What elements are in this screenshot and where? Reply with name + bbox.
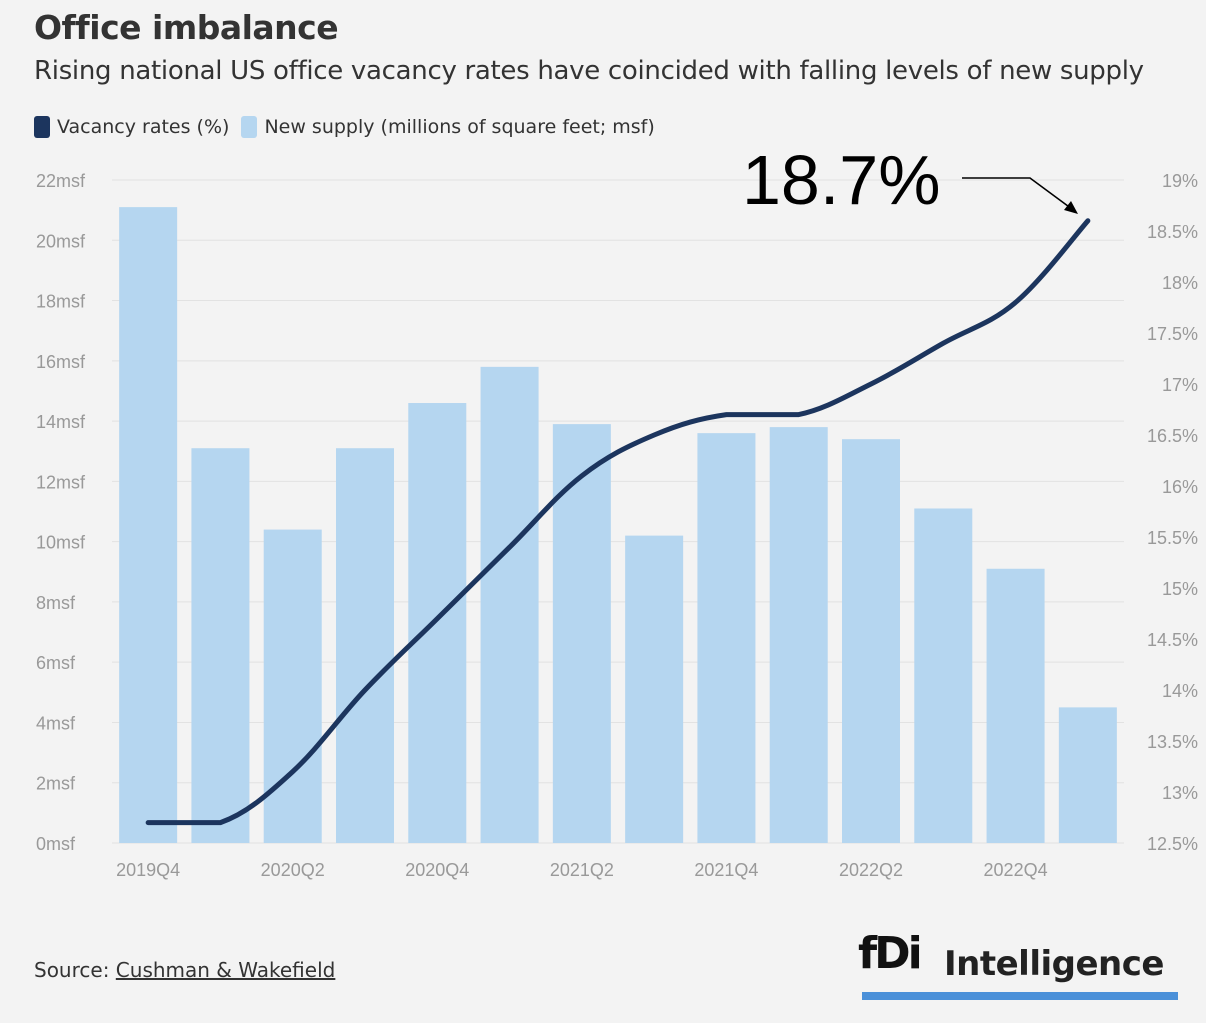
x-tick-label: 2021Q2 bbox=[550, 860, 614, 880]
y-left-tick-label: 12msf bbox=[36, 472, 86, 492]
legend-item-vacancy: Vacancy rates (%) bbox=[34, 116, 229, 138]
supply-bar bbox=[769, 427, 828, 843]
source-prefix: Source: bbox=[34, 958, 116, 982]
y-left-tick-label: 4msf bbox=[36, 713, 76, 733]
supply-bar bbox=[263, 529, 322, 843]
y-left-tick-label: 18msf bbox=[36, 292, 86, 312]
vacancy-line-path bbox=[145, 218, 1091, 826]
annotation-arrow bbox=[962, 177, 1077, 213]
fdi-logo-mark: fDi bbox=[858, 928, 923, 979]
y-right-tick-label: 13.5% bbox=[1147, 732, 1198, 752]
legend-label-supply: New supply (millions of square feet; msf… bbox=[264, 116, 655, 138]
supply-bar bbox=[697, 433, 756, 843]
y-right-tick-label: 17% bbox=[1162, 375, 1198, 395]
brand-name: Intelligence bbox=[944, 944, 1164, 984]
vacancy-line bbox=[145, 218, 1091, 826]
legend-swatch-supply bbox=[241, 116, 258, 138]
source-note: Source: Cushman & Wakefield bbox=[34, 958, 335, 982]
x-tick-label: 2020Q4 bbox=[405, 860, 469, 880]
legend-item-supply: New supply (millions of square feet; msf… bbox=[241, 116, 655, 138]
y-right-tick-label: 16.5% bbox=[1147, 426, 1198, 446]
supply-bar bbox=[914, 508, 973, 843]
x-tick-label: 2020Q2 bbox=[261, 860, 325, 880]
supply-bar bbox=[480, 366, 539, 843]
y-right-tick-label: 14.5% bbox=[1147, 630, 1198, 650]
supply-bars bbox=[119, 207, 1117, 843]
supply-bar bbox=[1058, 707, 1117, 843]
y-left-tick-label: 14msf bbox=[36, 412, 86, 432]
supply-bar bbox=[552, 424, 611, 843]
chart-subtitle: Rising national US office vacancy rates … bbox=[34, 56, 1144, 86]
source-link[interactable]: Cushman & Wakefield bbox=[115, 958, 336, 982]
axis-labels: 0msf 2msf 4msf 6msf 8msf 10msf 12msf 14msf 16msf… bbox=[36, 171, 1198, 880]
x-tick-label: 2019Q4 bbox=[116, 860, 180, 880]
y-right-tick-label: 16% bbox=[1162, 477, 1198, 497]
y-left-tick-label: 2msf bbox=[36, 774, 76, 794]
chart-plot: 0msf 2msf 4msf 6msf 8msf 10msf 12msf 14msf 16msf… bbox=[36, 141, 1198, 880]
supply-bar bbox=[119, 207, 178, 843]
supply-bar bbox=[336, 448, 394, 843]
supply-bar bbox=[408, 403, 467, 843]
x-tick-label: 2022Q2 bbox=[839, 860, 903, 880]
y-left-tick-label: 10msf bbox=[36, 533, 86, 553]
y-right-tick-label: 14% bbox=[1162, 681, 1198, 701]
x-tick-label: 2022Q4 bbox=[984, 860, 1048, 880]
y-left-tick-label: 20msf bbox=[36, 231, 86, 251]
legend-label-vacancy: Vacancy rates (%) bbox=[57, 116, 230, 138]
y-right-tick-label: 18% bbox=[1162, 273, 1198, 293]
annotation: 18.7% bbox=[742, 141, 1078, 219]
y-left-tick-label: 8msf bbox=[36, 593, 76, 613]
supply-bar bbox=[191, 448, 250, 843]
y-right-tick-label: 15% bbox=[1162, 579, 1198, 599]
y-left-tick-label: 16msf bbox=[36, 352, 86, 372]
annotation-arrowhead bbox=[1064, 201, 1078, 214]
chart-title: Office imbalance bbox=[34, 8, 339, 47]
y-right-tick-label: 17.5% bbox=[1147, 324, 1198, 344]
annotation-label: 18.7% bbox=[742, 141, 940, 219]
supply-bar bbox=[842, 439, 900, 843]
supply-bar bbox=[986, 568, 1045, 843]
y-right-tick-label: 13% bbox=[1162, 783, 1198, 803]
x-tick-label: 2021Q4 bbox=[694, 860, 758, 880]
legend-swatch-vacancy bbox=[34, 116, 50, 138]
y-right-tick-label: 12.5% bbox=[1147, 834, 1198, 854]
brand-logo: fDi Intelligence bbox=[858, 928, 1178, 1004]
y-left-tick-label: 6msf bbox=[36, 653, 76, 673]
legend: Vacancy rates (%) New supply (millions o… bbox=[34, 116, 667, 138]
supply-bar bbox=[625, 535, 684, 843]
brand-underline bbox=[862, 992, 1178, 1000]
y-right-tick-label: 19% bbox=[1162, 171, 1198, 191]
y-right-tick-label: 15.5% bbox=[1147, 528, 1198, 548]
y-left-tick-label: 0msf bbox=[36, 834, 76, 854]
y-right-tick-label: 18.5% bbox=[1147, 222, 1198, 242]
y-left-tick-label: 22msf bbox=[36, 171, 86, 191]
